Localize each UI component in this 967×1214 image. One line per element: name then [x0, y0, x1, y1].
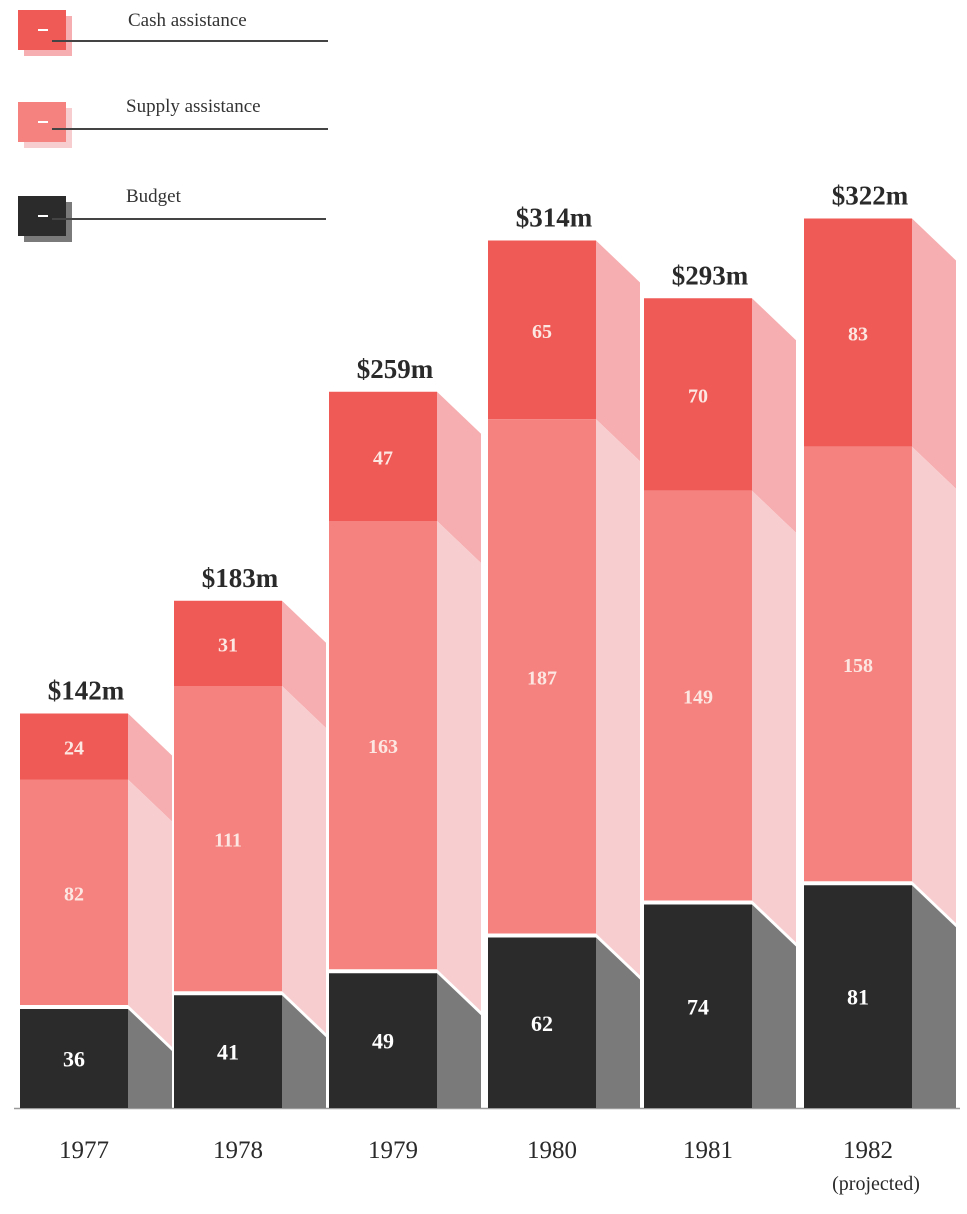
bar-side-supply-1980 — [596, 419, 640, 976]
x-tick-note-1982: (projected) — [832, 1173, 920, 1195]
total-label-1977: $142m — [48, 676, 125, 706]
bar-side-budget-1979 — [437, 973, 481, 1108]
label-budget-1978: 41 — [217, 1040, 239, 1065]
bar-cash-1980 — [488, 240, 596, 420]
label-cash-1982: 83 — [848, 324, 868, 346]
label-budget-1977: 36 — [63, 1047, 85, 1072]
bar-side-supply-1981 — [752, 490, 796, 943]
label-supply-1980: 187 — [527, 667, 557, 689]
label-budget-1982: 81 — [847, 985, 869, 1010]
x-tick-label-1977: 1977 — [59, 1137, 109, 1164]
bar-budget-1980 — [488, 937, 596, 1108]
bar-side-cash-1982 — [912, 218, 956, 489]
label-budget-1980: 62 — [531, 1011, 553, 1036]
label-supply-1977: 82 — [64, 883, 84, 905]
bar-cash-1978 — [174, 600, 282, 686]
label-supply-1978: 111 — [214, 830, 242, 852]
label-supply-1979: 163 — [368, 736, 398, 758]
bar-cash-1982 — [804, 218, 912, 447]
bar-supply-1979 — [329, 521, 437, 970]
bar-side-budget-1982 — [912, 885, 956, 1108]
total-label-1982: $322m — [832, 181, 909, 211]
x-tick-label-1978: 1978 — [213, 1137, 263, 1164]
label-cash-1980: 65 — [532, 321, 552, 343]
bar-side-cash-1980 — [596, 240, 640, 462]
x-tick-label-1981: 1981 — [683, 1137, 733, 1164]
total-label-1981: $293m — [672, 260, 749, 290]
total-label-1980: $314m — [516, 203, 593, 233]
bar-side-cash-1979 — [437, 391, 481, 563]
bar-side-cash-1978 — [282, 600, 326, 728]
bar-side-budget-1978 — [282, 995, 326, 1108]
x-tick-label-1979: 1979 — [368, 1137, 418, 1164]
label-budget-1979: 49 — [372, 1029, 394, 1054]
bar-supply-1977 — [20, 779, 128, 1005]
bar-budget-1977 — [20, 1009, 128, 1108]
label-cash-1979: 47 — [373, 447, 393, 469]
bar-side-cash-1981 — [752, 298, 796, 533]
bar-side-supply-1978 — [282, 686, 326, 1034]
label-budget-1981: 74 — [687, 994, 709, 1019]
bar-side-supply-1979 — [437, 521, 481, 1012]
label-cash-1978: 31 — [218, 634, 238, 656]
bar-side-budget-1981 — [752, 904, 796, 1108]
total-label-1979: $259m — [357, 354, 434, 384]
bar-budget-1978 — [174, 995, 282, 1108]
bar-budget-1982 — [804, 885, 912, 1108]
bar-side-budget-1980 — [596, 937, 640, 1108]
bar-supply-1982 — [804, 446, 912, 882]
bar-budget-1979 — [329, 973, 437, 1108]
label-supply-1982: 158 — [843, 655, 873, 677]
x-tick-label-1982: 1982 — [843, 1137, 893, 1164]
bar-cash-1981 — [644, 298, 752, 491]
bar-supply-1978 — [174, 686, 282, 992]
bar-budget-1981 — [644, 904, 752, 1108]
bar-supply-1980 — [488, 419, 596, 934]
bar-supply-1981 — [644, 490, 752, 901]
bar-side-cash-1977 — [128, 713, 172, 822]
bar-cash-1977 — [20, 713, 128, 780]
label-cash-1977: 24 — [64, 738, 84, 760]
bar-side-supply-1977 — [128, 779, 172, 1047]
label-supply-1981: 149 — [683, 687, 713, 709]
label-cash-1981: 70 — [688, 386, 708, 408]
total-label-1978: $183m — [202, 563, 279, 593]
bar-cash-1979 — [329, 391, 437, 521]
bar-side-supply-1982 — [912, 446, 956, 924]
x-tick-label-1980: 1980 — [527, 1137, 577, 1164]
bar-side-budget-1977 — [128, 1009, 172, 1108]
